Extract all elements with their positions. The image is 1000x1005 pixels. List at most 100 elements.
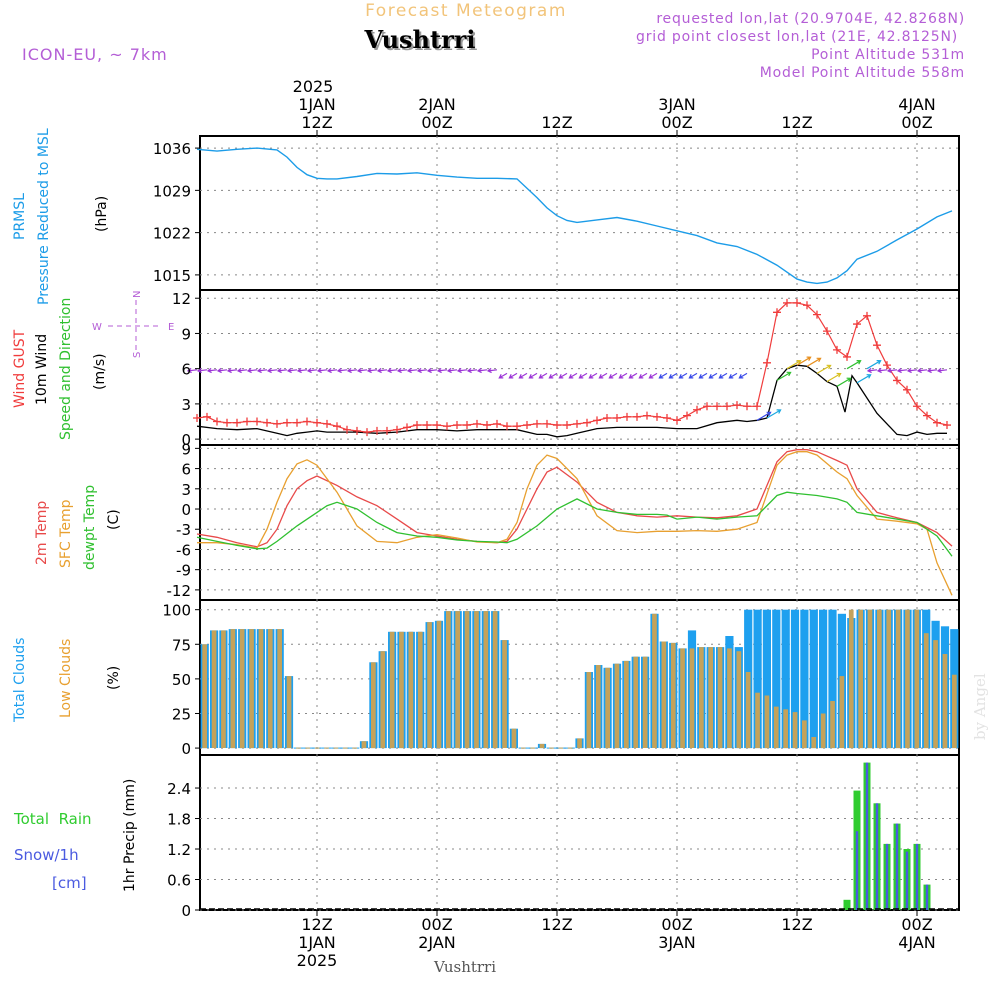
bottom-tick-year: 2025 [297,951,338,970]
gust-marker [273,419,281,428]
gust-marker [603,413,611,422]
wind-labels: Wind GUST 10m Wind Speed and Direction (… [12,291,174,440]
wind-arrow [658,372,668,379]
total-cloud-bar [781,609,790,749]
requested-coords: requested lon,lat (20.9704E, 42.8268N) [656,11,965,27]
ms-unit-label: (m/s) [92,353,108,390]
wind-arrow [416,367,428,374]
y-tick-label: 3 [181,396,191,414]
y-tick-label: -9 [176,562,191,580]
gust-marker [883,361,891,370]
total-cloud-bar [790,609,800,749]
wind-arrow [486,367,498,374]
gust-marker [623,412,631,421]
y-tick-label: 0 [181,501,191,519]
low-cloud-bar [830,701,835,749]
gust-marker [473,419,481,428]
total-cloud-bar [809,609,818,749]
wind-arrow [386,367,398,374]
wind-arrow [826,372,842,383]
low-cloud-bar [811,737,817,749]
temp-labels: 2m Temp SFC Temp dewpt Temp (C) [34,485,122,570]
wind-arrow [206,367,218,374]
point-altitude: Point Altitude 531m [811,47,965,63]
hpa-unit-label: (hPa) [94,196,110,232]
wind-arrow [926,367,938,374]
gust-marker [223,418,231,427]
gust-marker [753,402,761,411]
bottom-tick-date: 3JAN [658,933,696,952]
wind-arrow [796,356,812,366]
wind-arrow [678,372,688,379]
low-cloud-bar [277,629,282,749]
low-cloud-bar [371,662,376,749]
low-cloud-bar [689,648,695,748]
y-tick-label: 1015 [153,267,191,285]
gust-marker [533,419,541,428]
prmsl-desc-label: Pressure Reduced to MSL [36,128,52,305]
low-cloud-bar [286,676,292,749]
bottom-tick-date: 2JAN [418,933,456,952]
y-tick-label: 3 [181,481,191,499]
gust-marker [383,426,391,435]
gust-marker [583,418,591,427]
gust-marker [913,402,921,411]
low-cloud-bar [755,692,760,749]
top-tick-hour: 00Z [661,113,692,132]
y-tick-label: -6 [176,541,191,559]
gust-marker [873,341,881,350]
t2m-label: 2m Temp [34,501,50,565]
wind-dir-label: Speed and Direction [58,298,74,440]
low-cloud-bar [595,665,601,748]
top-tick-date: 3JAN [658,95,696,114]
gust-marker [373,426,381,435]
wind-arrow [548,372,558,379]
y-tick-label: 9 [181,325,191,343]
wind-arrow [538,372,548,379]
wind-arrow [446,367,458,374]
gust-marker [543,419,551,428]
total-cloud-bar [828,609,837,749]
gust-line [196,302,948,433]
y-tick-label: 1022 [153,225,191,243]
gust-marker [463,421,471,430]
grid-layer [200,136,959,911]
gust-marker [823,327,831,336]
gust-marker [443,422,451,431]
wind-arrow [226,367,238,374]
low-cloud-bar [699,647,704,749]
low-cloud-bar [436,620,442,749]
wind10-label: 10m Wind [34,334,50,405]
low-clouds-label: Low Clouds [58,639,74,718]
low-cloud-bar [267,629,273,749]
snow-bar [915,843,919,910]
low-cloud-bar [605,667,610,749]
prmsl-label: PRMSL [12,193,28,240]
wind-arrow [698,372,708,379]
gust-marker [723,402,731,411]
wind-arrow [456,367,468,374]
total-cloud-bar [819,609,828,749]
wind-arrow [256,367,268,374]
total-cloud-bar [753,609,762,749]
pressure-labels: PRMSL Pressure Reduced to MSL (hPa) [12,128,110,305]
gust-marker [613,413,621,422]
forecast-title: Forecast Meteogram [365,1,567,21]
low-cloud-bar [661,641,667,749]
gust-marker [423,421,431,430]
y-tick-label: 2.4 [167,780,191,798]
wind-arrow [286,367,298,374]
gust-marker [283,418,291,427]
y-tick-label: 75 [172,636,191,654]
low-cloud-bar [539,743,545,749]
low-cloud-bar [474,611,479,749]
wind-arrow [648,372,658,379]
low-cloud-bar [492,611,498,749]
wind-arrow [508,372,518,379]
precip-unit-label: 1hr Precip (mm) [122,779,138,892]
low-cloud-bar [614,663,620,749]
wind-arrow [876,367,888,374]
grid-coords: grid point closest lon,lat (21E, 42.8125… [636,29,958,45]
gust-marker [493,419,501,428]
